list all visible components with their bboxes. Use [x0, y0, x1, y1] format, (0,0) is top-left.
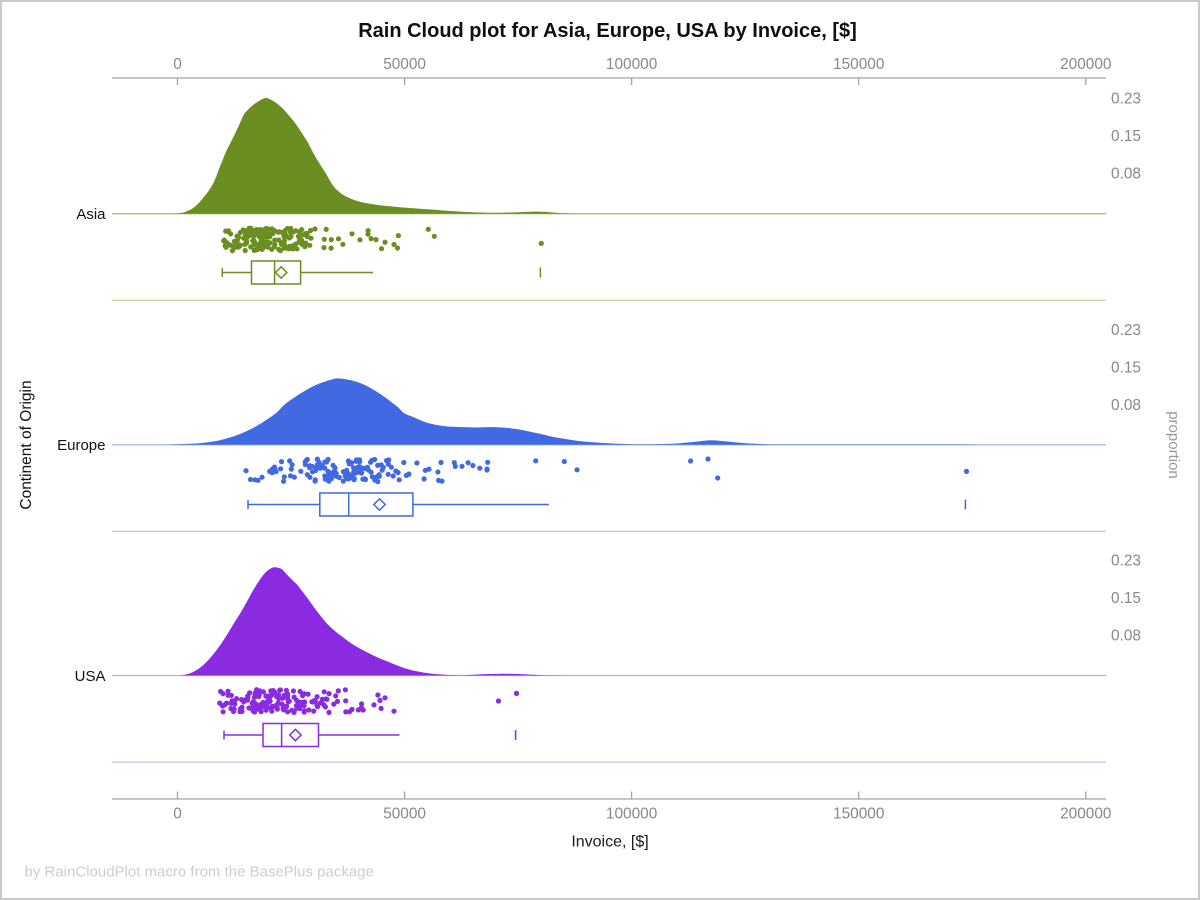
svg-text:50000: 50000: [383, 806, 426, 823]
svg-text:100000: 100000: [606, 806, 657, 823]
svg-text:0.08: 0.08: [1111, 397, 1141, 414]
svg-text:0.15: 0.15: [1111, 128, 1141, 145]
svg-text:0.08: 0.08: [1111, 166, 1141, 183]
svg-text:USA: USA: [75, 668, 106, 685]
svg-text:0: 0: [173, 56, 182, 73]
svg-text:150000: 150000: [833, 806, 884, 823]
svg-text:by RainCloudPlot macro from th: by RainCloudPlot macro from the BasePlus…: [25, 864, 374, 881]
svg-text:200000: 200000: [1060, 56, 1111, 73]
svg-text:0.08: 0.08: [1111, 628, 1141, 645]
svg-text:0.23: 0.23: [1111, 553, 1141, 570]
svg-text:0.23: 0.23: [1111, 322, 1141, 339]
svg-text:0.23: 0.23: [1111, 91, 1141, 108]
svg-text:Asia: Asia: [76, 206, 106, 223]
svg-text:Continent of Origin: Continent of Origin: [18, 380, 35, 509]
svg-text:Europe: Europe: [57, 437, 105, 454]
svg-text:50000: 50000: [383, 56, 426, 73]
svg-text:0: 0: [173, 806, 182, 823]
svg-text:200000: 200000: [1060, 806, 1111, 823]
svg-text:100000: 100000: [606, 56, 657, 73]
svg-text:0.15: 0.15: [1111, 359, 1141, 376]
svg-text:150000: 150000: [833, 56, 884, 73]
svg-text:0.15: 0.15: [1111, 590, 1141, 607]
svg-text:proportion: proportion: [1165, 411, 1182, 479]
svg-text:Rain Cloud plot for Asia, Euro: Rain Cloud plot for Asia, Europe, USA by…: [358, 20, 857, 42]
svg-text:Invoice, [$]: Invoice, [$]: [571, 834, 648, 851]
